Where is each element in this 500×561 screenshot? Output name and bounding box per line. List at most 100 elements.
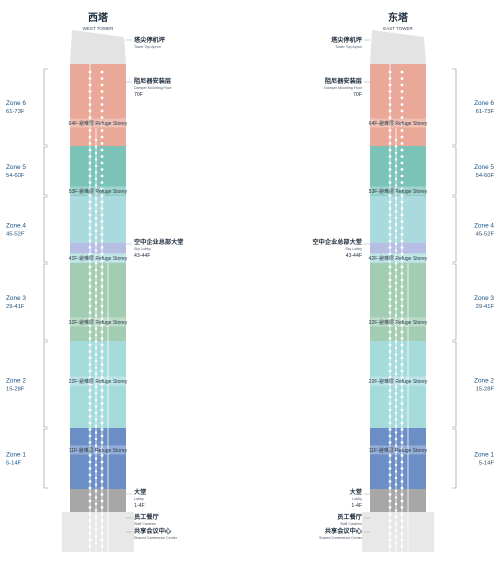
west-shaft-dot [100, 350, 104, 353]
east-shaft-dot [388, 194, 392, 197]
west-conference-label-cn: 共享会议中心 [134, 527, 172, 535]
east-conference-label-cn: 共享会议中心 [325, 527, 363, 535]
east-shaft-dot [394, 359, 398, 363]
west-shaft-dot [100, 441, 104, 444]
west-band [70, 428, 126, 445]
west-shaft-dot [94, 398, 98, 402]
east-shaft-dot [388, 473, 392, 477]
west-shaft-dot [88, 265, 92, 269]
west-shaft-dot [94, 255, 98, 259]
west-shaft-dot [88, 155, 92, 158]
east-shaft-dot [388, 538, 392, 542]
east-shaft-dot [394, 424, 398, 428]
west-shaft-dot [94, 411, 98, 415]
west-shaft-dot [88, 415, 92, 418]
east-band [370, 445, 426, 455]
west-shaft-dot [100, 389, 104, 392]
east-shaft-dot [388, 447, 392, 451]
east-band [370, 253, 426, 263]
east-shaft-dot [400, 421, 404, 425]
east-shaft-dot [400, 324, 404, 327]
east-shaft-dot [400, 363, 404, 366]
east-shaft-dot [400, 187, 404, 191]
west-shaft-dot [94, 288, 98, 291]
west-shaft-dot [100, 376, 104, 379]
west-shaft-dot [100, 395, 104, 399]
east-shaft-dot [388, 135, 392, 139]
east-shaft-dot [388, 317, 392, 321]
east-band [370, 428, 426, 445]
west-shaft-dot [100, 499, 104, 503]
west-shaft-dot [94, 301, 98, 304]
west-zone-bracket [43, 196, 48, 263]
east-shaft-dot [388, 480, 392, 483]
east-canteen-label-cn: 员工餐厅 [337, 513, 363, 521]
east-shaft-dot [394, 307, 398, 311]
east-band [370, 118, 426, 128]
west-shaft-dot [100, 402, 104, 405]
west-band [70, 146, 126, 186]
east-shaft-dot [388, 103, 392, 106]
east-shaft-dot [394, 255, 398, 259]
west-shaft-dot [88, 135, 92, 139]
east-shaft-dot [400, 402, 404, 405]
west-zone-name: Zone 4 [6, 223, 26, 230]
east-band [370, 376, 426, 386]
west-band [70, 128, 126, 146]
west-shaft-dot [100, 486, 104, 490]
west-shaft-dot [94, 210, 98, 213]
west-shaft-dot [94, 541, 98, 545]
east-zone-range: 61-73F [476, 109, 495, 115]
east-shaft-dot [394, 437, 398, 441]
east-shaft-dot [388, 278, 392, 282]
west-shaft-dot [88, 369, 92, 373]
east-zone-bracket [452, 146, 457, 196]
east-shaft-dot [388, 161, 392, 165]
west-shaft-dot [100, 116, 104, 119]
east-shaft-dot [394, 320, 398, 324]
east-band [370, 341, 426, 376]
east-refuge-label: 32F-避难层 Refuge Storey [369, 319, 428, 326]
east-shaft-dot [388, 395, 392, 399]
east-shaft-dot [388, 77, 392, 80]
west-shaft-dot [88, 291, 92, 295]
east-shaft-dot [388, 226, 392, 230]
west-refuge-strip [70, 317, 126, 327]
west-band [70, 376, 126, 386]
east-shaft-dot [400, 116, 404, 119]
west-band [70, 327, 126, 341]
west-shaft-dot [100, 220, 104, 223]
west-shaft-dot [100, 434, 104, 438]
east-zone-bracket [452, 428, 457, 489]
east-shaft-dot [388, 213, 392, 217]
east-shaft-dot [388, 363, 392, 366]
east-shaft-dot [400, 213, 404, 217]
east-damper-floor: 70F [353, 92, 362, 98]
west-shaft-dot [88, 506, 92, 509]
east-shaft-dot [394, 392, 398, 395]
east-shaft-dot [388, 259, 392, 262]
west-shaft-dot [94, 171, 98, 174]
west-shaft-dot [88, 317, 92, 321]
east-shaft-dot [388, 408, 392, 412]
west-shaft-dot [88, 96, 92, 100]
east-shaft-dot [394, 444, 398, 447]
east-shaft-dot [400, 454, 404, 457]
east-band [370, 263, 426, 317]
west-shaft-dot [100, 278, 104, 282]
east-shaft-dot [400, 545, 404, 548]
west-shaft-dot [88, 376, 92, 379]
east-shaft-dot [400, 155, 404, 158]
east-shaft-dot [388, 96, 392, 100]
west-title-en: WEST TOWER [83, 26, 115, 31]
west-shaft-dot [94, 327, 98, 330]
west-shaft-dot [88, 200, 92, 204]
west-shaft-dot [100, 272, 104, 275]
east-zone-range: 54-60F [476, 173, 495, 179]
east-shaft-dot [400, 285, 404, 288]
east-shaft-dot [394, 262, 398, 265]
east-shaft-dot [394, 541, 398, 545]
east-shaft-dot [400, 473, 404, 477]
east-shaft-dot [394, 164, 398, 168]
